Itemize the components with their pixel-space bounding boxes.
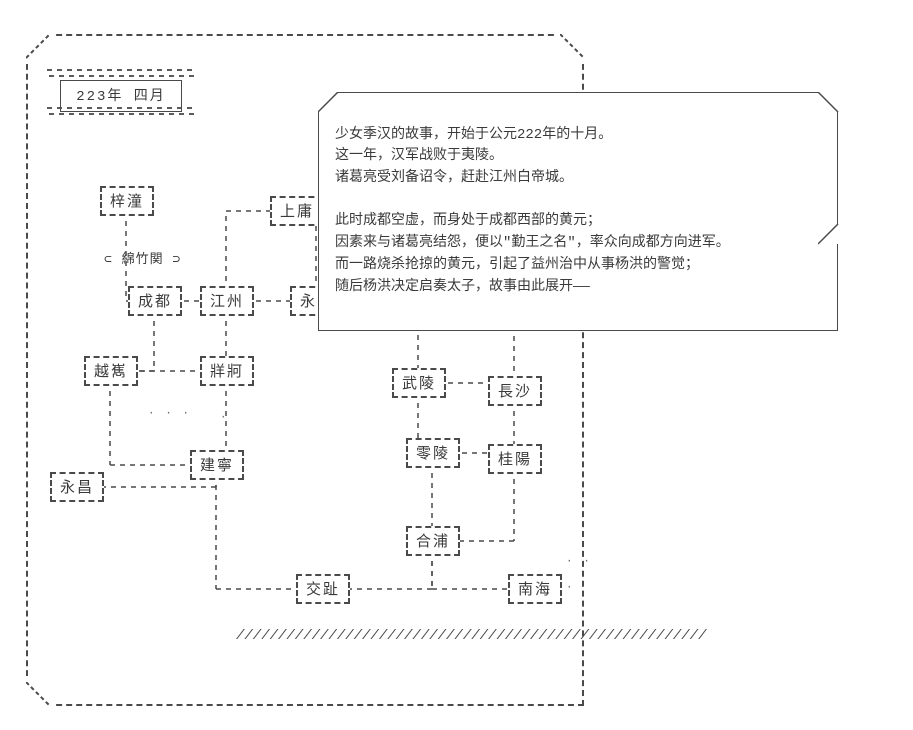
node-jianning[interactable]: 建寧 <box>190 450 244 480</box>
label-mianzhu-text: ⊂ 綿竹関 ⊃ <box>104 252 181 267</box>
story-text: 少女季汉的故事，开始于公元222年的十月。 这一年，汉军战败于夷陵。 诸葛亮受刘… <box>335 125 821 299</box>
node-shangyong[interactable]: 上庸 <box>270 196 324 226</box>
node-changsha[interactable]: 長沙 <box>488 376 542 406</box>
stray-dots: · <box>566 582 575 594</box>
node-wuling[interactable]: 武陵 <box>392 368 446 398</box>
node-hepu[interactable]: 合浦 <box>406 526 460 556</box>
stray-dots: · · <box>566 556 592 568</box>
stray-dots: · <box>220 412 229 424</box>
node-lingling[interactable]: 零陵 <box>406 438 460 468</box>
node-nanhai[interactable]: 南海 <box>508 574 562 604</box>
story-box: 少女季汉的故事，开始于公元222年的十月。 这一年，汉军战败于夷陵。 诸葛亮受刘… <box>318 92 838 331</box>
node-jiaozhi[interactable]: 交趾 <box>296 574 350 604</box>
node-yuexi[interactable]: 越嶲 <box>84 356 138 386</box>
node-zitong[interactable]: 梓潼 <box>100 186 154 216</box>
node-chengdu[interactable]: 成都 <box>128 286 182 316</box>
node-guiyang[interactable]: 桂陽 <box>488 444 542 474</box>
stray-dots: · · · <box>148 408 191 420</box>
node-yongchang[interactable]: 永昌 <box>50 472 104 502</box>
node-zangke[interactable]: 牂牁 <box>200 356 254 386</box>
label-mianzhu: ⊂ 綿竹関 ⊃ <box>104 248 181 267</box>
node-jiangzhou[interactable]: 江州 <box>200 286 254 316</box>
